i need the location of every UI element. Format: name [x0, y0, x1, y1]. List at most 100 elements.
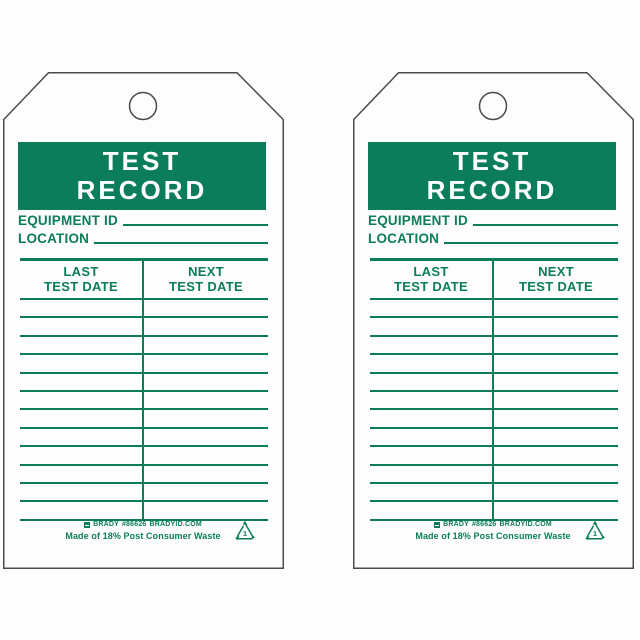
- next-test-date-cell: [494, 374, 618, 390]
- title-line-2: RECORD: [426, 175, 558, 205]
- equipment-id-field: EQUIPMENT ID: [18, 211, 268, 228]
- title-banner: TEST RECORD: [18, 142, 266, 210]
- next-test-date-cell: [144, 337, 268, 353]
- location-blank-line: [94, 242, 268, 244]
- title-line-2: RECORD: [76, 175, 208, 205]
- test-record-tag-right: TEST RECORD EQUIPMENT ID LOCATION LAST T…: [353, 72, 634, 569]
- last-test-date-cell: [370, 465, 494, 482]
- table-row: [370, 336, 618, 356]
- table-row: [20, 502, 268, 521]
- hang-hole: [478, 91, 508, 121]
- col2-line2: TEST DATE: [169, 278, 243, 294]
- next-test-date-cell: [494, 429, 618, 445]
- col1-line1: LAST: [63, 264, 99, 279]
- table-header-row: LAST TEST DATE NEXT TEST DATE: [20, 261, 268, 300]
- last-test-date-cell: [370, 336, 494, 354]
- brady-logo-icon: [84, 522, 91, 528]
- footer-part-number: #86626: [471, 521, 497, 528]
- column-header-next-test-date: NEXT TEST DATE: [494, 261, 618, 298]
- recycling-symbol-icon: 1: [585, 520, 605, 541]
- table-row: [370, 355, 618, 374]
- last-test-date-cell: [20, 300, 144, 317]
- col1-line2: TEST DATE: [44, 278, 118, 294]
- table-row: [20, 373, 268, 392]
- last-test-date-cell: [20, 336, 144, 354]
- title-line-1: TEST: [102, 146, 182, 176]
- last-test-date-cell: [370, 502, 494, 519]
- next-test-date-cell: [144, 466, 268, 482]
- table-row: [370, 391, 618, 411]
- next-test-date-cell: [144, 300, 268, 316]
- next-test-date-cell: [494, 466, 618, 482]
- recycle-code: 1: [243, 529, 247, 538]
- next-test-date-cell: [494, 355, 618, 371]
- next-test-date-cell: [494, 318, 618, 334]
- brady-logo-icon: [434, 522, 441, 528]
- last-test-date-cell: [20, 483, 144, 501]
- last-test-date-cell: [20, 465, 144, 482]
- table-row: [20, 428, 268, 448]
- next-test-date-cell: [494, 447, 618, 463]
- last-test-date-cell: [370, 447, 494, 464]
- last-test-date-cell: [20, 391, 144, 409]
- last-test-date-cell: [20, 447, 144, 464]
- last-test-date-cell: [20, 355, 144, 372]
- equipment-id-blank-line: [122, 224, 268, 226]
- table-row: [20, 355, 268, 374]
- test-record-tag-left: TEST RECORD EQUIPMENT ID LOCATION LAST T…: [3, 72, 284, 569]
- test-date-table: LAST TEST DATE NEXT TEST DATE: [370, 258, 618, 521]
- next-test-date-cell: [494, 337, 618, 353]
- last-test-date-cell: [370, 483, 494, 501]
- col2-line1: NEXT: [188, 264, 224, 279]
- last-test-date-cell: [370, 410, 494, 427]
- footer-website: BRADYID.COM: [499, 521, 552, 528]
- next-test-date-cell: [144, 429, 268, 445]
- last-test-date-cell: [370, 428, 494, 446]
- table-row: [20, 336, 268, 356]
- next-test-date-cell: [144, 410, 268, 426]
- col1-line2: TEST DATE: [394, 278, 468, 294]
- table-row: [370, 447, 618, 466]
- footer-brand-line: BRADY #86626 BRADYID.COM: [18, 520, 268, 530]
- recycling-symbol-icon: 1: [235, 520, 255, 541]
- footer-brand: BRADY: [443, 521, 469, 528]
- table-row: [370, 483, 618, 503]
- table-row: [20, 391, 268, 411]
- table-row: [20, 300, 268, 319]
- table-row: [370, 502, 618, 521]
- last-test-date-cell: [20, 410, 144, 427]
- hang-hole: [128, 91, 158, 121]
- table-row: [370, 465, 618, 484]
- last-test-date-cell: [370, 391, 494, 409]
- next-test-date-cell: [144, 318, 268, 334]
- location-label: LOCATION: [368, 231, 440, 246]
- footer-website: BRADYID.COM: [149, 521, 202, 528]
- col1-line1: LAST: [413, 264, 449, 279]
- column-header-next-test-date: NEXT TEST DATE: [144, 261, 268, 298]
- column-header-last-test-date: LAST TEST DATE: [20, 261, 144, 298]
- title-banner: TEST RECORD: [368, 142, 616, 210]
- last-test-date-cell: [20, 428, 144, 446]
- equipment-id-label: EQUIPMENT ID: [368, 213, 468, 228]
- tag-footer: BRADY #86626 BRADYID.COM Made of 18% Pos…: [368, 520, 618, 542]
- footer-recycled-note: Made of 18% Post Consumer Waste: [415, 531, 571, 541]
- next-test-date-cell: [144, 502, 268, 518]
- equipment-id-label: EQUIPMENT ID: [18, 213, 118, 228]
- last-test-date-cell: [370, 373, 494, 390]
- next-test-date-cell: [494, 392, 618, 408]
- recycle-code: 1: [593, 529, 597, 538]
- next-test-date-cell: [494, 502, 618, 518]
- table-row: [370, 300, 618, 319]
- equipment-id-field: EQUIPMENT ID: [368, 211, 618, 228]
- next-test-date-cell: [144, 355, 268, 371]
- footer-brand: BRADY: [93, 521, 119, 528]
- table-row: [20, 318, 268, 337]
- next-test-date-cell: [144, 392, 268, 408]
- next-test-date-cell: [144, 484, 268, 500]
- table-row: [20, 483, 268, 503]
- next-test-date-cell: [494, 410, 618, 426]
- test-date-table: LAST TEST DATE NEXT TEST DATE: [20, 258, 268, 521]
- table-row: [370, 318, 618, 337]
- col2-line1: NEXT: [538, 264, 574, 279]
